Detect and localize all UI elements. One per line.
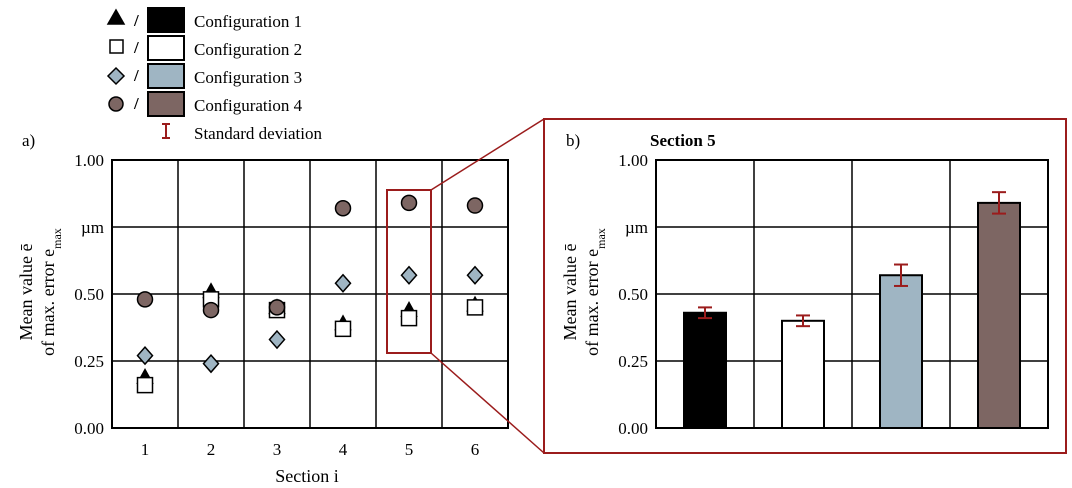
data-point-diamond — [466, 265, 484, 285]
legend-item-config-2: / Configuration 2 — [109, 35, 302, 61]
error-bar-icon — [162, 123, 170, 139]
ylabel-a: Mean value ē of max. error emax — [16, 228, 64, 356]
legend-label: Standard deviation — [194, 124, 322, 143]
data-point-circle — [334, 199, 352, 217]
y-tick-label: 0.00 — [618, 419, 648, 438]
data-point-diamond — [334, 273, 352, 293]
y-axis-label-line2: of max. error emax — [38, 228, 64, 356]
scatter-points — [136, 194, 484, 394]
legend-swatch — [147, 7, 185, 33]
grid-a — [111, 159, 509, 429]
data-point-diamond — [202, 354, 220, 374]
x-tick-label: 2 — [207, 440, 216, 459]
diamond-marker-icon — [106, 66, 126, 86]
legend-slash: / — [133, 11, 139, 30]
zoom-connector — [430, 118, 545, 454]
data-point-square — [334, 320, 352, 338]
x-tick-label: 5 — [405, 440, 414, 459]
legend-slash: / — [133, 94, 139, 113]
x-axis-label: Section i — [275, 466, 339, 486]
data-point-circle — [268, 299, 286, 316]
zoom-line-top — [430, 118, 545, 191]
legend: / Configuration 1 / Configuration 2 / Co… — [106, 7, 322, 143]
legend-swatch — [147, 63, 185, 89]
legend-swatch — [147, 91, 185, 117]
data-point-diamond — [136, 346, 154, 366]
bar — [879, 274, 923, 429]
y-ticks-b: 0.00 0.25 0.50 µm 1.00 — [618, 151, 648, 438]
section-title: Section 5 — [650, 131, 716, 150]
panel-label-b: b) — [566, 131, 580, 150]
data-point-circle — [400, 194, 418, 212]
y-axis-label-line1: Mean value ē — [560, 244, 580, 341]
legend-item-std: Standard deviation — [162, 123, 322, 143]
data-point-circle — [136, 291, 154, 308]
y-tick-label: 1.00 — [618, 151, 648, 170]
panel-b-frame — [543, 118, 1067, 454]
highlight-section-box — [386, 189, 432, 354]
legend-label: Configuration 3 — [194, 68, 302, 87]
legend-label: Configuration 1 — [194, 12, 302, 31]
x-tick-label: 4 — [339, 440, 348, 459]
y-tick-label: µm — [81, 218, 104, 237]
square-marker-icon — [109, 39, 124, 54]
data-point-square — [400, 309, 418, 327]
data-point-diamond — [400, 265, 418, 285]
triangle-marker-icon — [106, 8, 126, 25]
data-point-square — [466, 299, 484, 316]
x-tick-label: 1 — [141, 440, 150, 459]
circle-marker-icon — [108, 96, 124, 112]
legend-item-config-3: / Configuration 3 — [106, 63, 302, 89]
y-tick-label: µm — [625, 218, 648, 237]
y-tick-label: 0.50 — [618, 285, 648, 304]
legend-swatch — [147, 35, 185, 61]
legend-item-config-1: / Configuration 1 — [106, 7, 302, 33]
bar — [683, 311, 727, 430]
zoom-line-bottom — [430, 352, 545, 454]
legend-label: Configuration 2 — [194, 40, 302, 59]
bars — [683, 191, 1021, 430]
plot-frame — [655, 159, 1049, 429]
plot-frame — [111, 159, 509, 429]
y-tick-label: 1.00 — [74, 151, 104, 170]
data-point-circle — [466, 197, 484, 214]
legend-slash: / — [133, 38, 139, 57]
y-tick-label: 0.25 — [74, 352, 104, 371]
bar — [781, 319, 825, 429]
x-tick-label: 6 — [471, 440, 480, 459]
panel-b: b) Section 5 Mean value ē of max. error … — [543, 118, 1067, 454]
y-tick-label: 0.25 — [618, 352, 648, 371]
data-point-square — [136, 376, 154, 394]
data-point-diamond — [268, 329, 286, 350]
legend-label: Configuration 4 — [194, 96, 303, 115]
data-point-circle — [202, 301, 220, 319]
legend-slash: / — [133, 66, 139, 85]
y-axis-label-line2: of max. error emax — [582, 228, 608, 356]
panel-a: a) Mean value ē of max. error emax 0.000… — [16, 131, 509, 486]
legend-item-config-4: / Configuration 4 — [108, 91, 303, 117]
y-ticks-a: 0.00 0.25 0.50 µm 1.00 — [74, 151, 104, 438]
y-tick-label: 0.00 — [74, 419, 104, 438]
bar — [977, 201, 1021, 429]
y-tick-label: 0.50 — [74, 285, 104, 304]
y-axis-label-line1: Mean value ē — [16, 244, 36, 341]
x-tick-label: 3 — [273, 440, 282, 459]
x-ticks-a: 1 2 3 4 5 6 — [141, 440, 480, 459]
panel-label-a: a) — [22, 131, 35, 150]
